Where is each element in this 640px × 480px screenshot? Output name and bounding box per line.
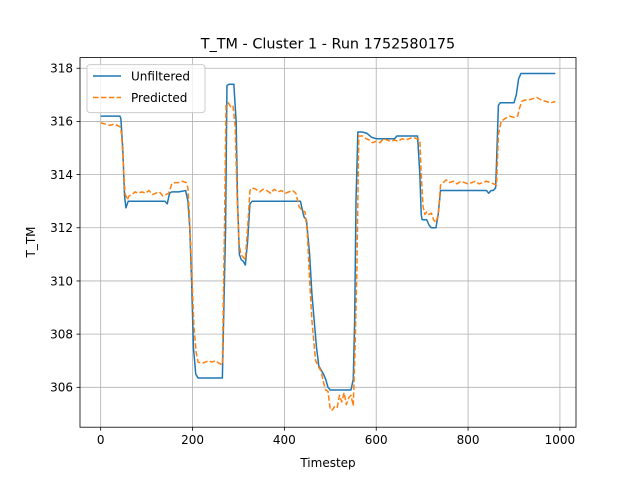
legend-label-predicted: Predicted bbox=[131, 91, 187, 105]
plot-area bbox=[100, 72, 556, 411]
y-tick-label: 312 bbox=[50, 221, 73, 235]
y-tick-label: 308 bbox=[50, 327, 73, 341]
y-tick-label: 316 bbox=[50, 115, 73, 129]
x-tick-label: 1000 bbox=[545, 433, 576, 447]
legend: Unfiltered Predicted bbox=[86, 64, 206, 114]
y-tick-label: 306 bbox=[50, 381, 73, 395]
axes-ticks: 0 200 400 600 800 1000 306 308 310 312 314 316 318 bbox=[50, 62, 575, 448]
y-axis-label: T_TM bbox=[24, 226, 38, 258]
x-axis-label: Timestep bbox=[299, 456, 355, 470]
series-line-predicted bbox=[100, 96, 556, 411]
plot-frame bbox=[79, 57, 577, 428]
x-tick-label: 400 bbox=[273, 433, 296, 447]
y-tick-label: 314 bbox=[50, 168, 73, 182]
grid bbox=[80, 57, 576, 428]
x-tick-label: 0 bbox=[97, 433, 105, 447]
x-tick-label: 800 bbox=[457, 433, 480, 447]
y-tick-label: 318 bbox=[50, 62, 73, 76]
legend-label-unfiltered: Unfiltered bbox=[131, 70, 190, 84]
x-tick-label: 200 bbox=[181, 433, 204, 447]
y-tick-label: 310 bbox=[50, 274, 73, 288]
x-tick-label: 600 bbox=[365, 433, 388, 447]
chart-title: T_TM - Cluster 1 - Run 1752580175 bbox=[200, 37, 455, 53]
